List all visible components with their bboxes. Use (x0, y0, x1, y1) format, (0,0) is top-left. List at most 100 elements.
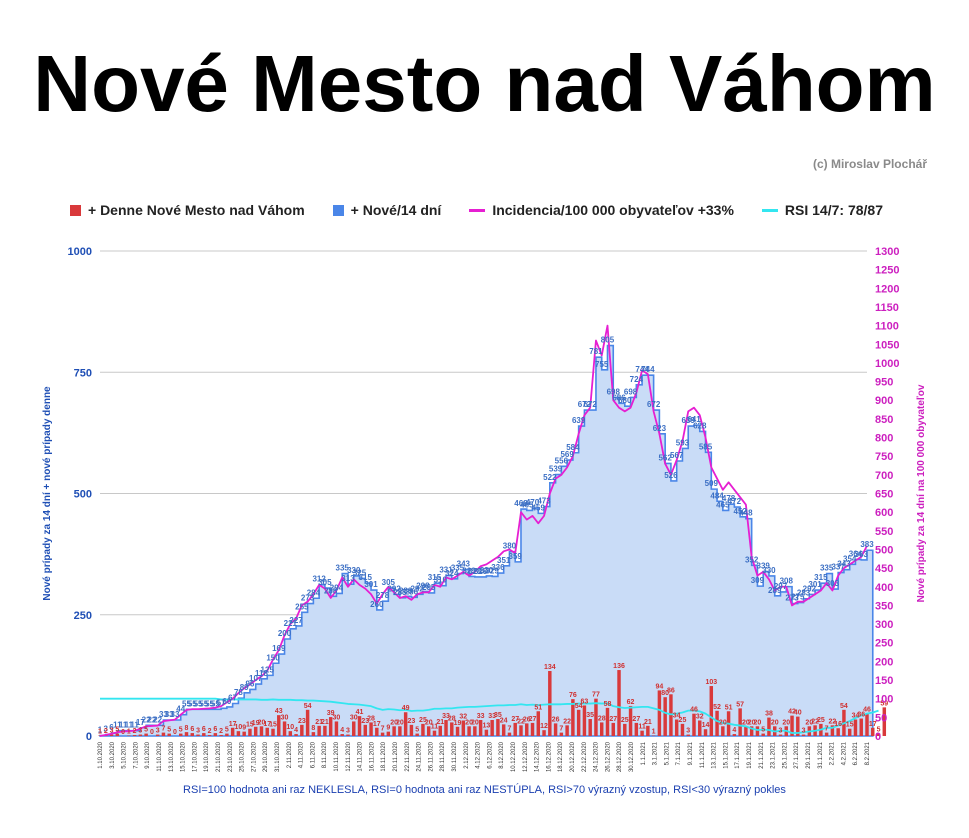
fourteen-day-label: 468 (514, 499, 528, 508)
daily-bar (450, 722, 454, 736)
daily-bar (444, 719, 448, 736)
daily-bar (623, 723, 627, 736)
daily-label: 20 (754, 719, 762, 726)
fourteen-day-label: 55 (199, 699, 208, 708)
daily-bar (184, 732, 189, 736)
legend-swatch-rsi (761, 208, 778, 212)
y-left-tick-label: 250 (74, 610, 92, 622)
fourteen-day-label: 297 (774, 582, 788, 591)
fourteen-day-label: 522 (543, 473, 557, 482)
daily-label: 10 (235, 724, 243, 731)
daily-bar (328, 717, 333, 736)
daily-label: 77 (592, 692, 600, 699)
fourteen-day-label: 331 (439, 565, 453, 574)
fourteen-day-label: 330 (347, 566, 361, 575)
fourteen-day-label: 11 (119, 721, 128, 730)
daily-label: 20 (742, 719, 750, 726)
daily-bar (663, 697, 667, 736)
fourteen-day-label: 286 (405, 587, 419, 596)
daily-label: 57 (736, 701, 744, 708)
daily-bar (565, 725, 569, 736)
fourteen-day-label: 305 (318, 578, 332, 587)
fourteen-day-label: 260 (370, 600, 384, 609)
fourteen-day-label: 60 (222, 697, 231, 706)
daily-label: 9 (386, 725, 390, 732)
x-tick-label: 27.1.2021 (794, 741, 800, 768)
fourteen-day-label: 33 (159, 710, 168, 719)
x-tick-label: 9.1.2021 (688, 741, 694, 765)
daily-bar (542, 730, 546, 736)
x-tick-label: 12.11.2020 (346, 741, 352, 771)
legend-swatch-incidence (469, 208, 486, 212)
daily-label: 23 (298, 718, 306, 725)
daily-bar (778, 734, 783, 736)
daily-bar (830, 725, 835, 736)
fourteen-day-label: 294 (330, 583, 344, 592)
daily-bar (859, 718, 863, 736)
daily-bar (253, 726, 258, 736)
fourteen-day-label: 672 (578, 400, 592, 409)
daily-label: 43 (275, 708, 283, 715)
daily-label: 16 (834, 721, 842, 728)
daily-label: 28 (367, 715, 375, 722)
daily-label: 2 (104, 728, 108, 735)
fourteen-day-label: 292 (387, 584, 401, 593)
fourteen-day-label: 22 (147, 715, 156, 724)
daily-bar (796, 716, 800, 736)
daily-label: 35 (494, 712, 502, 719)
daily-label: 28 (598, 715, 606, 722)
daily-label: 25 (419, 717, 427, 724)
data-labels: 1 3 6 1111111117222222333333445555555555555… (98, 336, 889, 736)
daily-bar (767, 717, 771, 736)
daily-label: 30 (281, 714, 289, 721)
x-tick-label: 6.12.2020 (487, 741, 493, 768)
fourteen-day-label: 325 (353, 568, 367, 577)
daily-label: 23 (361, 718, 369, 725)
daily-bar (698, 720, 702, 736)
fourteen-day-label: 292 (411, 584, 425, 593)
daily-label: 58 (604, 701, 612, 708)
fourteen-day-label: 284 (307, 588, 321, 597)
y-right-tick-label: 450 (875, 563, 893, 575)
daily-label: 59 (880, 700, 888, 707)
daily-bar (761, 733, 765, 736)
daily-label: 54 (304, 703, 312, 710)
x-tick-label: 18.12.2020 (558, 741, 564, 772)
daily-label: 26 (552, 716, 560, 723)
daily-label: 51 (725, 704, 733, 711)
legend-swatch-fourteen (332, 204, 344, 216)
y-right-tick-label: 700 (875, 470, 893, 482)
y-right-tick-label: 100 (875, 694, 893, 706)
fourteen-day-label: 383 (860, 540, 874, 549)
fourteen-day-label: 755 (595, 360, 609, 369)
daily-bar (692, 713, 696, 736)
daily-label: 7 (161, 726, 165, 733)
daily-label: 19 (252, 720, 260, 727)
daily-label: 10 (286, 724, 294, 731)
incidence-line (99, 324, 868, 737)
daily-label: 20 (396, 719, 404, 726)
daily-bar (161, 732, 166, 736)
fourteen-day-label: 3 (104, 725, 109, 734)
daily-label: 42 (788, 709, 796, 716)
daily-label: 5 (115, 727, 119, 734)
daily-bar (369, 722, 373, 736)
daily-label: 38 (765, 711, 773, 718)
y-right-tick-label: 350 (875, 600, 893, 612)
daily-bar (582, 705, 587, 736)
daily-bar (871, 727, 875, 736)
daily-label: 20 (258, 719, 266, 726)
daily-bar (311, 732, 316, 736)
fourteen-day-label: 273 (785, 594, 799, 603)
x-tick-label: 10.12.2020 (511, 741, 517, 772)
fourteen-day-label: 67 (228, 694, 237, 703)
daily-label: 22 (563, 718, 571, 725)
daily-label: 25 (679, 717, 687, 724)
fourteen-day-label: 11 (130, 721, 139, 730)
daily-label: 8 (311, 725, 315, 732)
daily-label: 39 (327, 710, 335, 717)
daily-bar (415, 733, 419, 736)
fourteen-day-label: 686 (612, 393, 626, 402)
fourteen-day-label: 363 (855, 550, 869, 559)
daily-label: 49 (402, 705, 410, 712)
